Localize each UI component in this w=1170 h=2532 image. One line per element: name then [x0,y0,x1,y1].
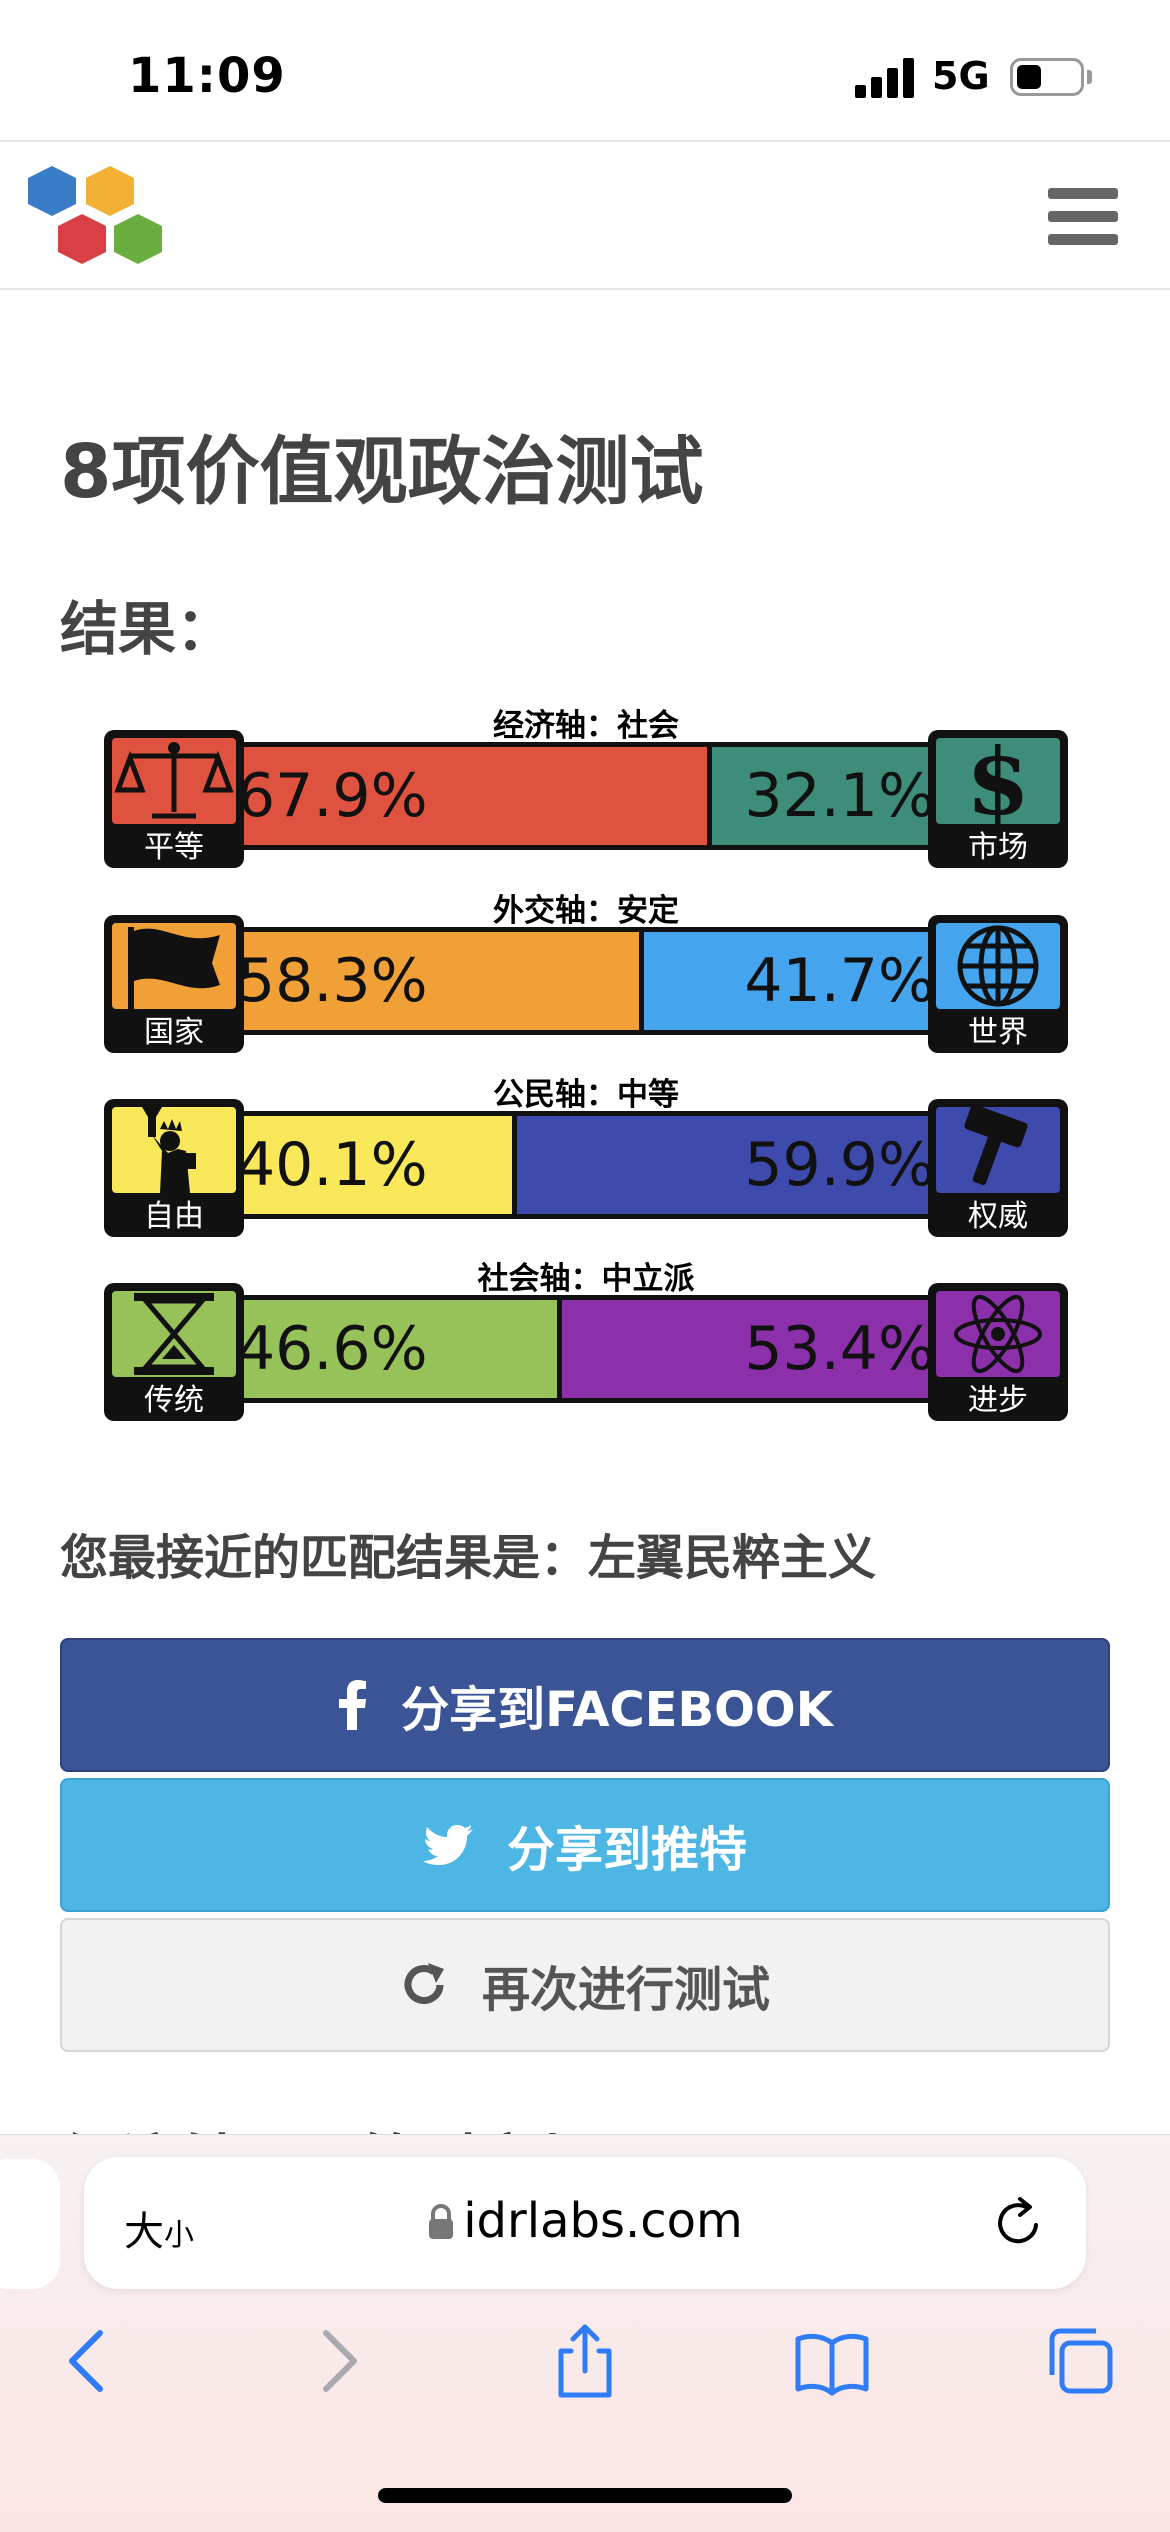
axis-right-segment: 41.7% [644,932,937,1030]
facebook-icon [337,1680,367,1730]
gavel-icon [936,1107,1060,1193]
bookmarks-book-icon[interactable] [792,2321,872,2401]
axis-bar: 40.1% 59.9% [230,1111,942,1219]
globe-icon [936,923,1060,1009]
left-percentage: 46.6% [237,1314,428,1384]
left-pole-label: 自由 [144,1199,204,1234]
share-twitter-button[interactable]: 分享到推特 [60,1778,1110,1912]
right-percentage: 53.4% [744,1314,935,1384]
axis-bar: 67.9% 32.1% [230,742,942,850]
flag-icon [112,923,236,1009]
axis-right-segment: 53.4% [562,1300,937,1398]
left-pole-label: 国家 [144,1015,204,1050]
forward-arrow-icon[interactable] [298,2321,378,2401]
axis-left-segment: 46.6% [235,1300,563,1398]
address-bar[interactable]: 大小 idrlabs.com [84,2157,1086,2289]
axis-label: 经济轴：社会 [493,708,679,744]
retake-test-label: 再次进行测试 [481,1962,770,2018]
axis-diplomatic: 外交轴：安定 58.3% 41.7% 国家 世界 [104,885,1068,1053]
left-percentage: 58.3% [237,946,428,1016]
tabs-icon[interactable] [1040,2321,1120,2401]
back-arrow-icon[interactable] [48,2321,128,2401]
axis-civil: 公民轴：中等 40.1% 59.9% 自由 权威 [104,1069,1068,1237]
axis-left-segment: 58.3% [235,932,645,1030]
axis-bar: 58.3% 41.7% [230,927,942,1035]
progress-badge: 进步 [928,1283,1068,1421]
status-bar: 11:09 5G [0,0,1170,140]
world-badge: 世界 [928,915,1068,1053]
left-percentage: 67.9% [237,761,428,831]
status-time: 11:09 [128,48,286,104]
hexagon-logo-icon[interactable] [26,164,166,274]
share-facebook-button[interactable]: 分享到FACEBOOK [60,1638,1110,1772]
lock-icon [427,2196,455,2252]
axis-right-segment: 32.1% [711,747,937,845]
reload-icon[interactable] [990,2193,1050,2253]
atom-icon [936,1291,1060,1377]
axis-right-segment: 59.9% [516,1116,937,1214]
liberty-badge: 自由 [104,1099,244,1237]
left-pole-label: 平等 [144,830,204,865]
axis-societal: 社会轴：中立派 46.6% 53.4% 传统 进步 [104,1253,1068,1421]
refresh-icon [400,1961,448,2009]
hamburger-menu-icon[interactable] [1048,188,1118,246]
page-title: 8项价值观政治测试 [60,429,704,515]
svg-text:$: $ [966,738,1030,824]
results-label: 结果： [60,595,235,663]
nation-badge: 国家 [104,915,244,1053]
axis-label: 外交轴：安定 [493,893,679,929]
battery-icon [1010,58,1084,96]
axis-label: 公民轴：中等 [493,1077,679,1113]
right-percentage: 59.9% [744,1130,935,1200]
closest-match-text: 您最接近的匹配结果是：左翼民粹主义 [60,1530,877,1586]
twitter-bird-icon [422,1824,473,1866]
cellular-signal-icon [855,58,915,98]
retake-test-button[interactable]: 再次进行测试 [60,1918,1110,2052]
right-percentage: 32.1% [744,761,935,831]
liberty-statue-icon [112,1107,236,1193]
right-pole-label: 进步 [968,1383,1028,1418]
dollar-icon: $ [936,738,1060,824]
right-pole-label: 世界 [968,1015,1028,1050]
right-percentage: 41.7% [744,946,935,1016]
home-indicator [378,2488,792,2503]
tradition-badge: 传统 [104,1283,244,1421]
axis-label: 社会轴：中立派 [477,1261,695,1297]
left-pole-label: 传统 [144,1383,204,1418]
markets-badge: $ 市场 [928,730,1068,868]
network-type: 5G [932,54,990,98]
right-pole-label: 市场 [968,830,1028,865]
equality-badge: 平等 [104,730,244,868]
text-size-button[interactable]: 大小 [124,2209,194,2255]
hourglass-icon [112,1291,236,1377]
url-display[interactable]: idrlabs.com [84,2193,1086,2252]
url-text: idrlabs.com [463,2193,743,2249]
right-pole-label: 权威 [968,1199,1028,1234]
axis-left-segment: 40.1% [235,1116,517,1214]
browser-toolbar: 大小 idrlabs.com [0,2134,1170,2532]
axis-bar: 46.6% 53.4% [230,1295,942,1403]
share-icon[interactable] [545,2321,625,2401]
authority-badge: 权威 [928,1099,1068,1237]
share-facebook-label: 分享到FACEBOOK [401,1682,833,1738]
axis-economic: 经济轴：社会 67.9% 32.1% 平等 $ 市场 [104,700,1068,868]
site-header [0,140,1170,290]
scales-icon [112,738,236,824]
share-twitter-label: 分享到推特 [506,1822,747,1878]
left-percentage: 40.1% [237,1130,428,1200]
previous-tab-peek[interactable] [0,2159,60,2289]
axis-left-segment: 67.9% [235,747,712,845]
